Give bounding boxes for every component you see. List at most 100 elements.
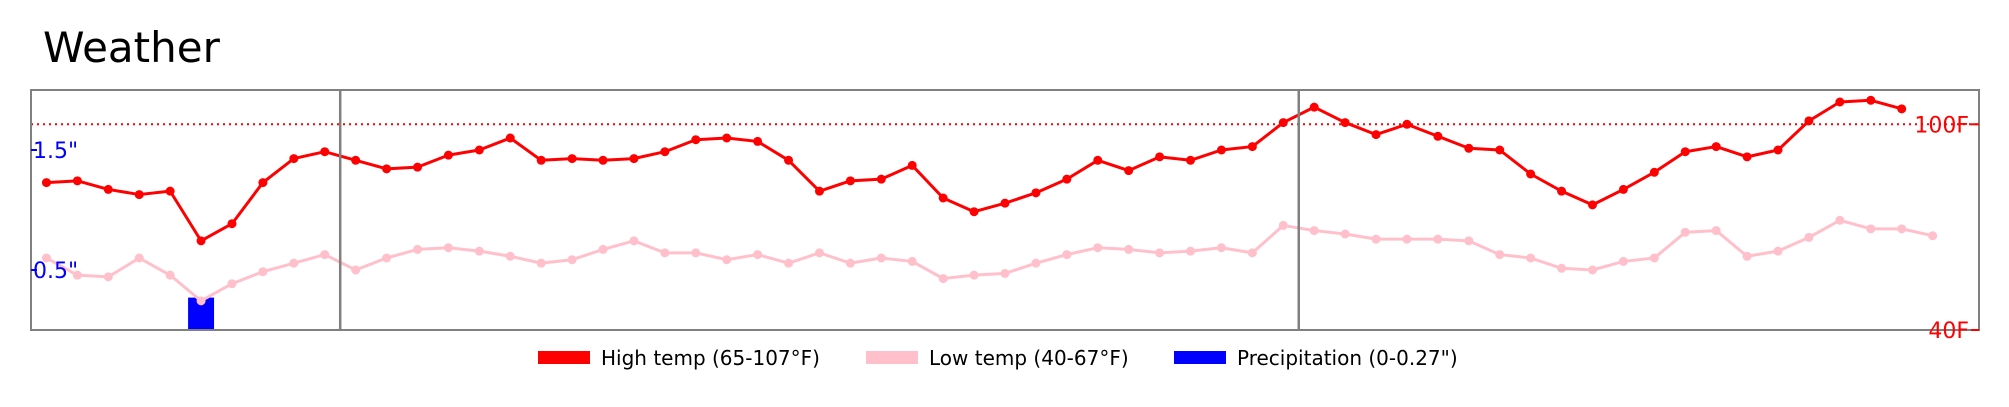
data-point	[1278, 118, 1288, 128]
data-point	[1649, 167, 1659, 177]
data-point	[691, 248, 701, 258]
data-point	[845, 258, 855, 268]
data-point	[598, 155, 608, 165]
data-point	[443, 150, 453, 160]
data-point	[1216, 243, 1226, 253]
data-point	[1464, 236, 1474, 246]
series-line	[45, 218, 1933, 303]
data-point	[784, 155, 794, 165]
data-point	[1031, 258, 1041, 268]
data-point	[1340, 118, 1350, 128]
data-point	[1742, 152, 1752, 162]
data-point	[351, 265, 361, 275]
data-point	[1897, 104, 1907, 114]
legend-label: High temp (65-107°F)	[601, 346, 820, 370]
data-point	[660, 248, 670, 258]
data-point	[1247, 248, 1257, 258]
data-point	[134, 253, 144, 263]
data-point	[258, 178, 268, 188]
data-point	[1773, 145, 1783, 155]
data-point	[1309, 226, 1319, 236]
data-point	[1062, 250, 1072, 260]
data-point	[382, 164, 392, 174]
data-point	[443, 243, 453, 253]
data-point	[1928, 231, 1938, 241]
data-point	[1155, 152, 1165, 162]
data-point	[1433, 234, 1443, 244]
data-point	[1124, 244, 1134, 254]
data-point	[227, 219, 237, 229]
data-point	[753, 136, 763, 146]
data-point	[969, 207, 979, 217]
data-point	[72, 270, 82, 280]
data-point	[907, 160, 917, 170]
data-point	[196, 236, 206, 246]
data-point	[1124, 166, 1134, 176]
data-point	[1742, 251, 1752, 261]
data-point	[103, 272, 113, 282]
data-point	[1247, 142, 1257, 152]
data-point	[722, 133, 732, 143]
data-point	[1804, 116, 1814, 126]
data-point	[1804, 232, 1814, 242]
data-point	[165, 270, 175, 280]
chart-axes: 1.5" 0.5" 100F 40F	[30, 89, 1980, 344]
data-point	[1402, 234, 1412, 244]
data-point	[165, 186, 175, 196]
data-point	[691, 135, 701, 145]
data-point	[1897, 224, 1907, 234]
data-point	[969, 270, 979, 280]
data-point	[1155, 248, 1165, 258]
data-point	[103, 184, 113, 194]
legend-swatch	[1174, 351, 1226, 364]
data-point	[1186, 246, 1196, 256]
chart-title: Weather	[43, 23, 221, 72]
chart-legend: High temp (65-107°F) Low temp (40-67°F) Pr…	[538, 346, 1458, 370]
data-point	[1711, 142, 1721, 152]
data-point	[1340, 229, 1350, 239]
data-point	[1680, 147, 1690, 157]
data-point	[660, 147, 670, 157]
data-point	[1835, 215, 1845, 225]
data-point	[722, 255, 732, 265]
data-point	[258, 267, 268, 277]
data-point	[1093, 155, 1103, 165]
data-point	[320, 147, 330, 157]
data-point	[1587, 200, 1597, 210]
data-point	[567, 255, 577, 265]
temp-tick-label: 100F	[1914, 113, 1969, 138]
data-point	[1062, 174, 1072, 184]
data-point	[1495, 250, 1505, 260]
data-point	[1557, 263, 1567, 273]
series-line	[46, 98, 1903, 243]
data-point	[1680, 227, 1690, 237]
legend-label: Low temp (40-67°F)	[929, 346, 1129, 370]
data-point	[1000, 198, 1010, 208]
temp-tick-label: 40F	[1928, 319, 1969, 344]
data-point	[351, 155, 361, 165]
data-point	[1618, 256, 1628, 266]
data-point	[413, 162, 423, 172]
data-point	[289, 154, 299, 164]
data-point	[1371, 234, 1381, 244]
data-point	[474, 246, 484, 256]
data-point	[1216, 145, 1226, 155]
data-point	[196, 296, 206, 306]
data-point	[41, 253, 51, 263]
data-point	[1371, 130, 1381, 140]
data-point	[814, 186, 824, 196]
legend-label: Precipitation (0-0.27")	[1237, 346, 1458, 370]
data-point	[505, 133, 515, 143]
data-point	[876, 253, 886, 263]
precip-tick-label: 0.5"	[33, 259, 78, 284]
data-point	[1835, 97, 1845, 107]
data-point	[134, 190, 144, 200]
data-point	[227, 279, 237, 289]
data-point	[413, 244, 423, 254]
data-point	[938, 193, 948, 203]
series-low-temp	[41, 215, 1938, 306]
data-point	[1557, 186, 1567, 196]
data-point	[72, 176, 82, 186]
series-high-temp	[41, 95, 1907, 246]
